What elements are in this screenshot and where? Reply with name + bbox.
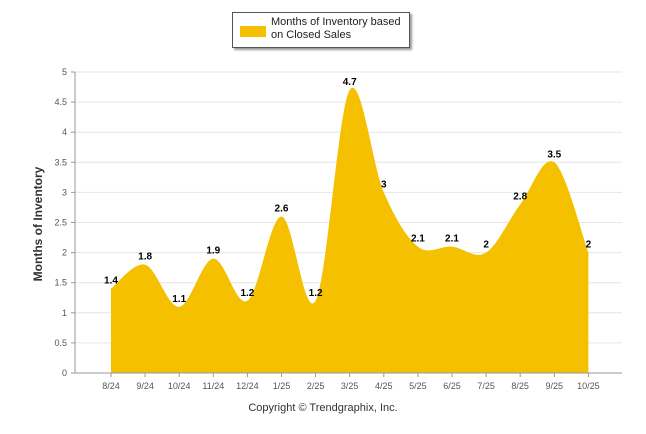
x-tick-label: 4/25 xyxy=(375,381,393,391)
axes xyxy=(71,71,622,377)
x-tick-label: 10/24 xyxy=(168,381,191,391)
legend-swatch xyxy=(240,26,266,37)
data-label: 1.4 xyxy=(104,276,118,287)
y-tick-label: 1 xyxy=(62,308,67,318)
data-label: 2.1 xyxy=(411,234,425,245)
y-tick-label: 3.5 xyxy=(54,157,67,167)
y-tick-label: 1.5 xyxy=(54,278,67,288)
y-tick-label: 4.5 xyxy=(54,97,67,107)
y-axis-title: Months of Inventory xyxy=(31,166,45,282)
x-tick-label: 6/25 xyxy=(443,381,461,391)
y-tick-label: 5 xyxy=(62,67,67,77)
x-tick-label: 10/25 xyxy=(577,381,600,391)
y-tick-label: 0 xyxy=(62,368,67,378)
x-tick-label: 8/25 xyxy=(511,381,529,391)
legend: Months of Inventory based on Closed Sale… xyxy=(232,12,410,48)
data-label: 3.5 xyxy=(547,149,561,160)
legend-label: Months of Inventory based on Closed Sale… xyxy=(271,16,401,41)
data-label: 1.8 xyxy=(138,252,152,263)
x-tick-label: 12/24 xyxy=(236,381,259,391)
x-tick-label: 2/25 xyxy=(307,381,325,391)
series-area xyxy=(111,87,589,373)
y-tick-label: 4 xyxy=(62,127,67,137)
y-tick-label: 3 xyxy=(62,187,67,197)
x-tick-label: 9/24 xyxy=(136,381,154,391)
data-label: 2.1 xyxy=(445,234,459,245)
data-label: 2 xyxy=(483,240,489,251)
y-tick-label: 0.5 xyxy=(54,338,67,348)
data-label: 3 xyxy=(381,179,387,190)
data-label: 2.8 xyxy=(513,191,527,202)
data-label: 2.6 xyxy=(275,203,289,214)
y-tick-label: 2 xyxy=(62,248,67,258)
data-label: 1.2 xyxy=(309,288,323,299)
x-tick-label: 7/25 xyxy=(477,381,495,391)
series-area-fill xyxy=(111,87,589,373)
x-tick-label: 1/25 xyxy=(273,381,291,391)
y-tick-label: 2.5 xyxy=(54,218,67,228)
data-label: 1.2 xyxy=(240,288,254,299)
x-tick-label: 9/25 xyxy=(546,381,564,391)
data-label: 2 xyxy=(586,240,592,251)
x-tick-labels: 8/24 9/24 10/24 11/24 12/24 1/25 2/25 3/25 4/25 5… xyxy=(102,381,599,391)
data-label: 4.7 xyxy=(343,77,357,88)
y-tick-labels: 0 0.5 1 1.5 2 2.5 3 3.5 4 4.5 5 xyxy=(54,67,67,378)
x-tick-label: 5/25 xyxy=(409,381,427,391)
x-tick-label: 11/24 xyxy=(202,381,224,391)
data-label: 1.1 xyxy=(172,294,186,305)
x-tick-label: 3/25 xyxy=(341,381,359,391)
data-label: 1.9 xyxy=(206,246,220,257)
copyright-text: Copyright © Trendgraphix, Inc. xyxy=(248,402,398,414)
data-labels: 1.4 1.8 1.1 1.9 1.2 2.6 1.2 4.7 3 2.1 2.1 2 2.8 3.5 2 xyxy=(104,77,592,305)
x-tick-label: 8/24 xyxy=(102,381,120,391)
